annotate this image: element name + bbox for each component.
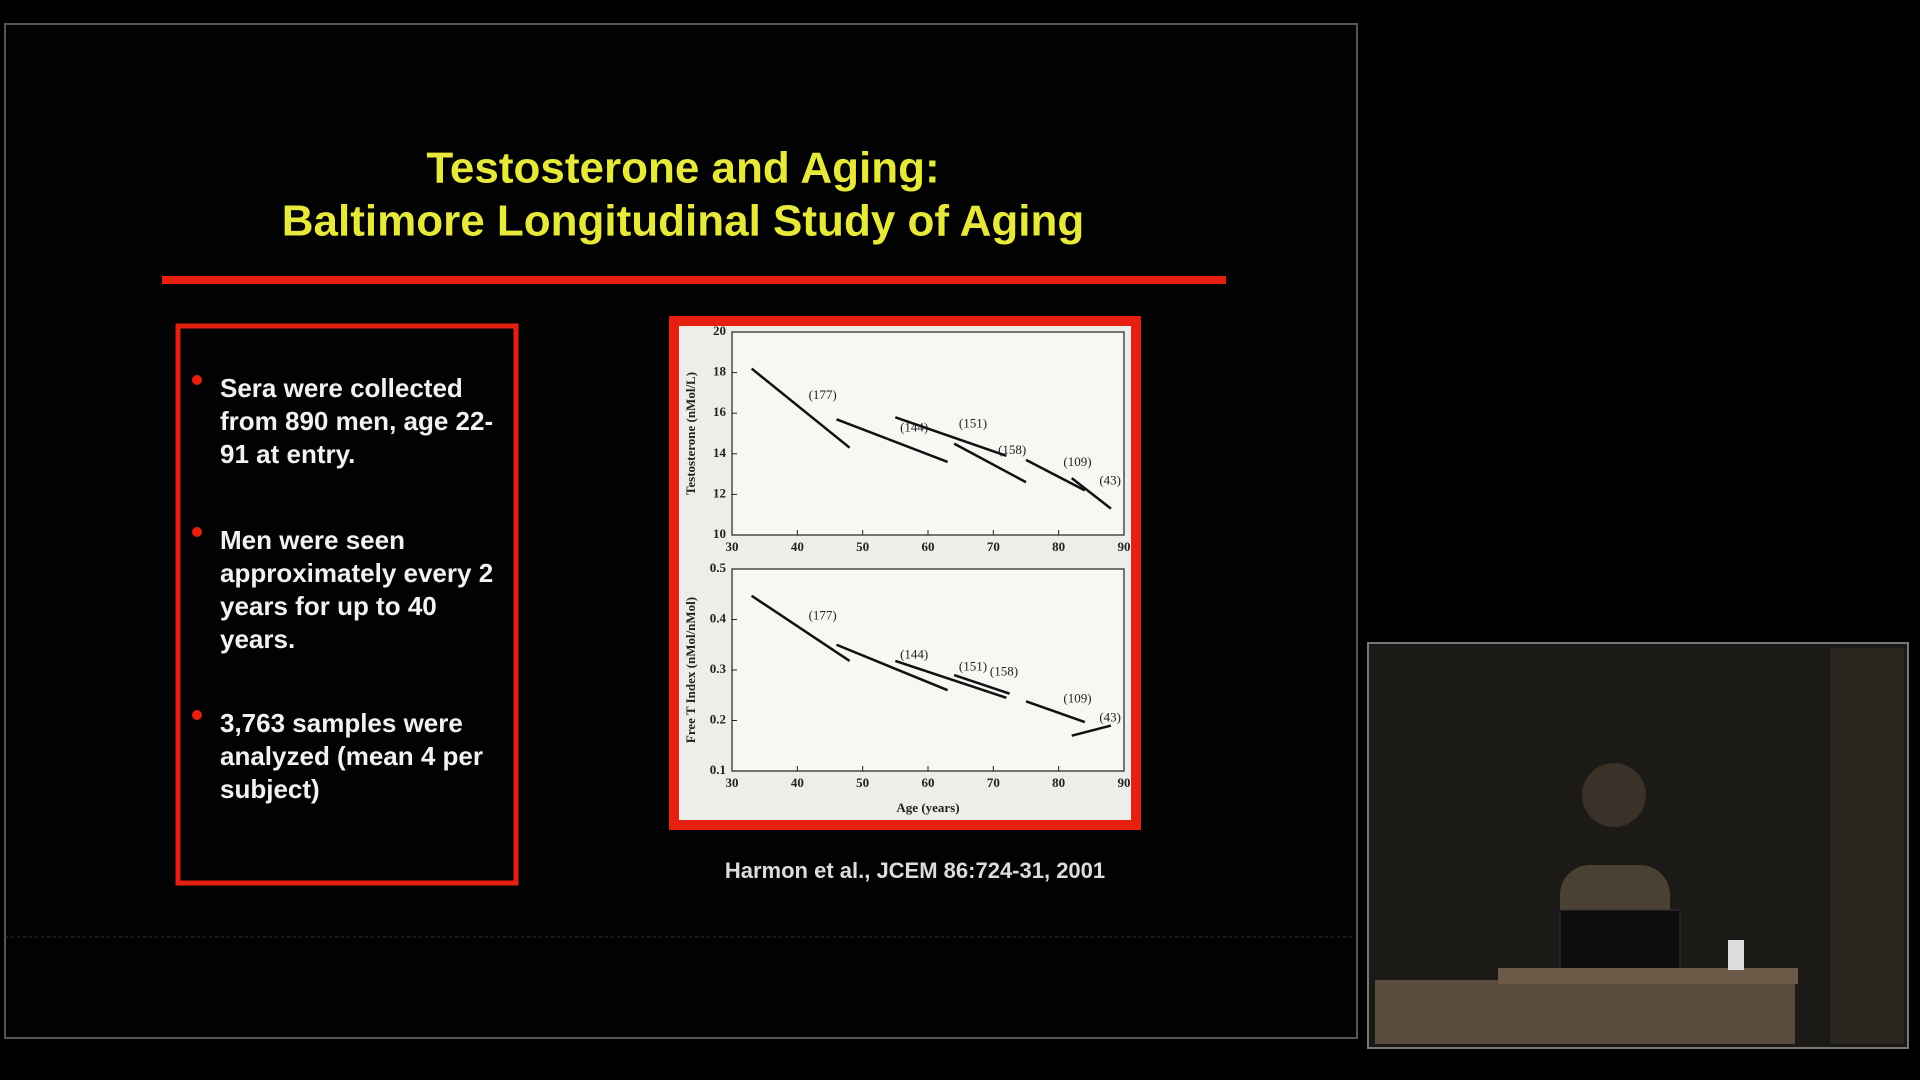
trend-line (894, 416, 1007, 458)
y-tick-label: 16 (713, 404, 727, 419)
title-rule (162, 276, 1226, 284)
x-tick-label: 90 (1118, 775, 1131, 790)
bullet-box (175, 323, 519, 886)
x-tick-label: 50 (856, 775, 869, 790)
bullet-text: 3,763 samples were analyzed (mean 4 per … (220, 708, 483, 804)
trend-line (1071, 724, 1112, 737)
bullet-dot (192, 710, 202, 720)
x-tick-label: 60 (922, 539, 935, 554)
x-tick-label: 30 (726, 775, 739, 790)
x-tick-label: 90 (1118, 539, 1131, 554)
x-tick-label: 50 (856, 539, 869, 554)
y-tick-label: 0.3 (710, 661, 727, 676)
series-label: (43) (1099, 710, 1121, 725)
x-tick-label: 60 (922, 775, 935, 790)
y-tick-label: 18 (713, 364, 727, 379)
y-tick-label: 0.1 (710, 762, 726, 777)
y-tick-label: 0.4 (710, 610, 727, 625)
x-tick-label: 80 (1052, 775, 1065, 790)
trend-line (953, 442, 1027, 484)
series-label: (177) (809, 607, 837, 622)
series-label: (177) (809, 387, 837, 402)
y-tick-label: 12 (713, 485, 726, 500)
x-tick-label: 30 (726, 539, 739, 554)
trend-line (1025, 458, 1086, 492)
trend-line (1025, 700, 1086, 724)
x-tick-label: 70 (987, 775, 1000, 790)
y-tick-label: 14 (713, 445, 727, 460)
slide-title: Baltimore Longitudinal Study of Aging (282, 197, 1085, 246)
trend-line (1070, 477, 1112, 510)
bullet-dot (192, 527, 202, 537)
series-label: (43) (1099, 472, 1121, 487)
plot-area (731, 568, 1125, 772)
y-axis-label: Free T Index (nMol/nMol) (683, 597, 698, 743)
trend-line (750, 367, 851, 449)
series-label: (151) (959, 416, 987, 431)
y-tick-label: 10 (713, 526, 726, 541)
trend-line (894, 659, 1007, 699)
citation: Harmon et al., JCEM 86:724-31, 2001 (725, 858, 1105, 883)
y-tick-label: 20 (713, 323, 726, 338)
x-tick-label: 80 (1052, 539, 1065, 554)
trend-line (750, 594, 851, 662)
y-axis-label: Testosterone (nMol/L) (683, 372, 698, 495)
series-label: (109) (1063, 691, 1091, 706)
series-label: (158) (990, 663, 1018, 678)
y-tick-label: 0.2 (710, 711, 726, 726)
y-tick-label: 0.5 (710, 560, 727, 575)
series-label: (144) (900, 420, 928, 435)
x-axis-label: Age (years) (896, 800, 959, 815)
x-tick-label: 40 (791, 539, 804, 554)
slide-title: Testosterone and Aging: (426, 144, 939, 193)
speaker-video (1367, 642, 1909, 1049)
trend-line (953, 673, 1011, 695)
series-label: (158) (998, 442, 1026, 457)
x-tick-label: 70 (987, 539, 1000, 554)
series-label: (109) (1063, 454, 1091, 469)
series-label: (151) (959, 658, 987, 673)
trend-line (836, 418, 949, 464)
bullet-text: Sera were collected from 890 men, age 22… (220, 373, 494, 469)
series-label: (144) (900, 646, 928, 661)
trend-line (836, 643, 949, 692)
plot-area (731, 331, 1125, 536)
bullet-dot (192, 375, 202, 385)
bullet-text: Men were seen approximately every 2 year… (220, 525, 494, 654)
x-tick-label: 40 (791, 775, 804, 790)
